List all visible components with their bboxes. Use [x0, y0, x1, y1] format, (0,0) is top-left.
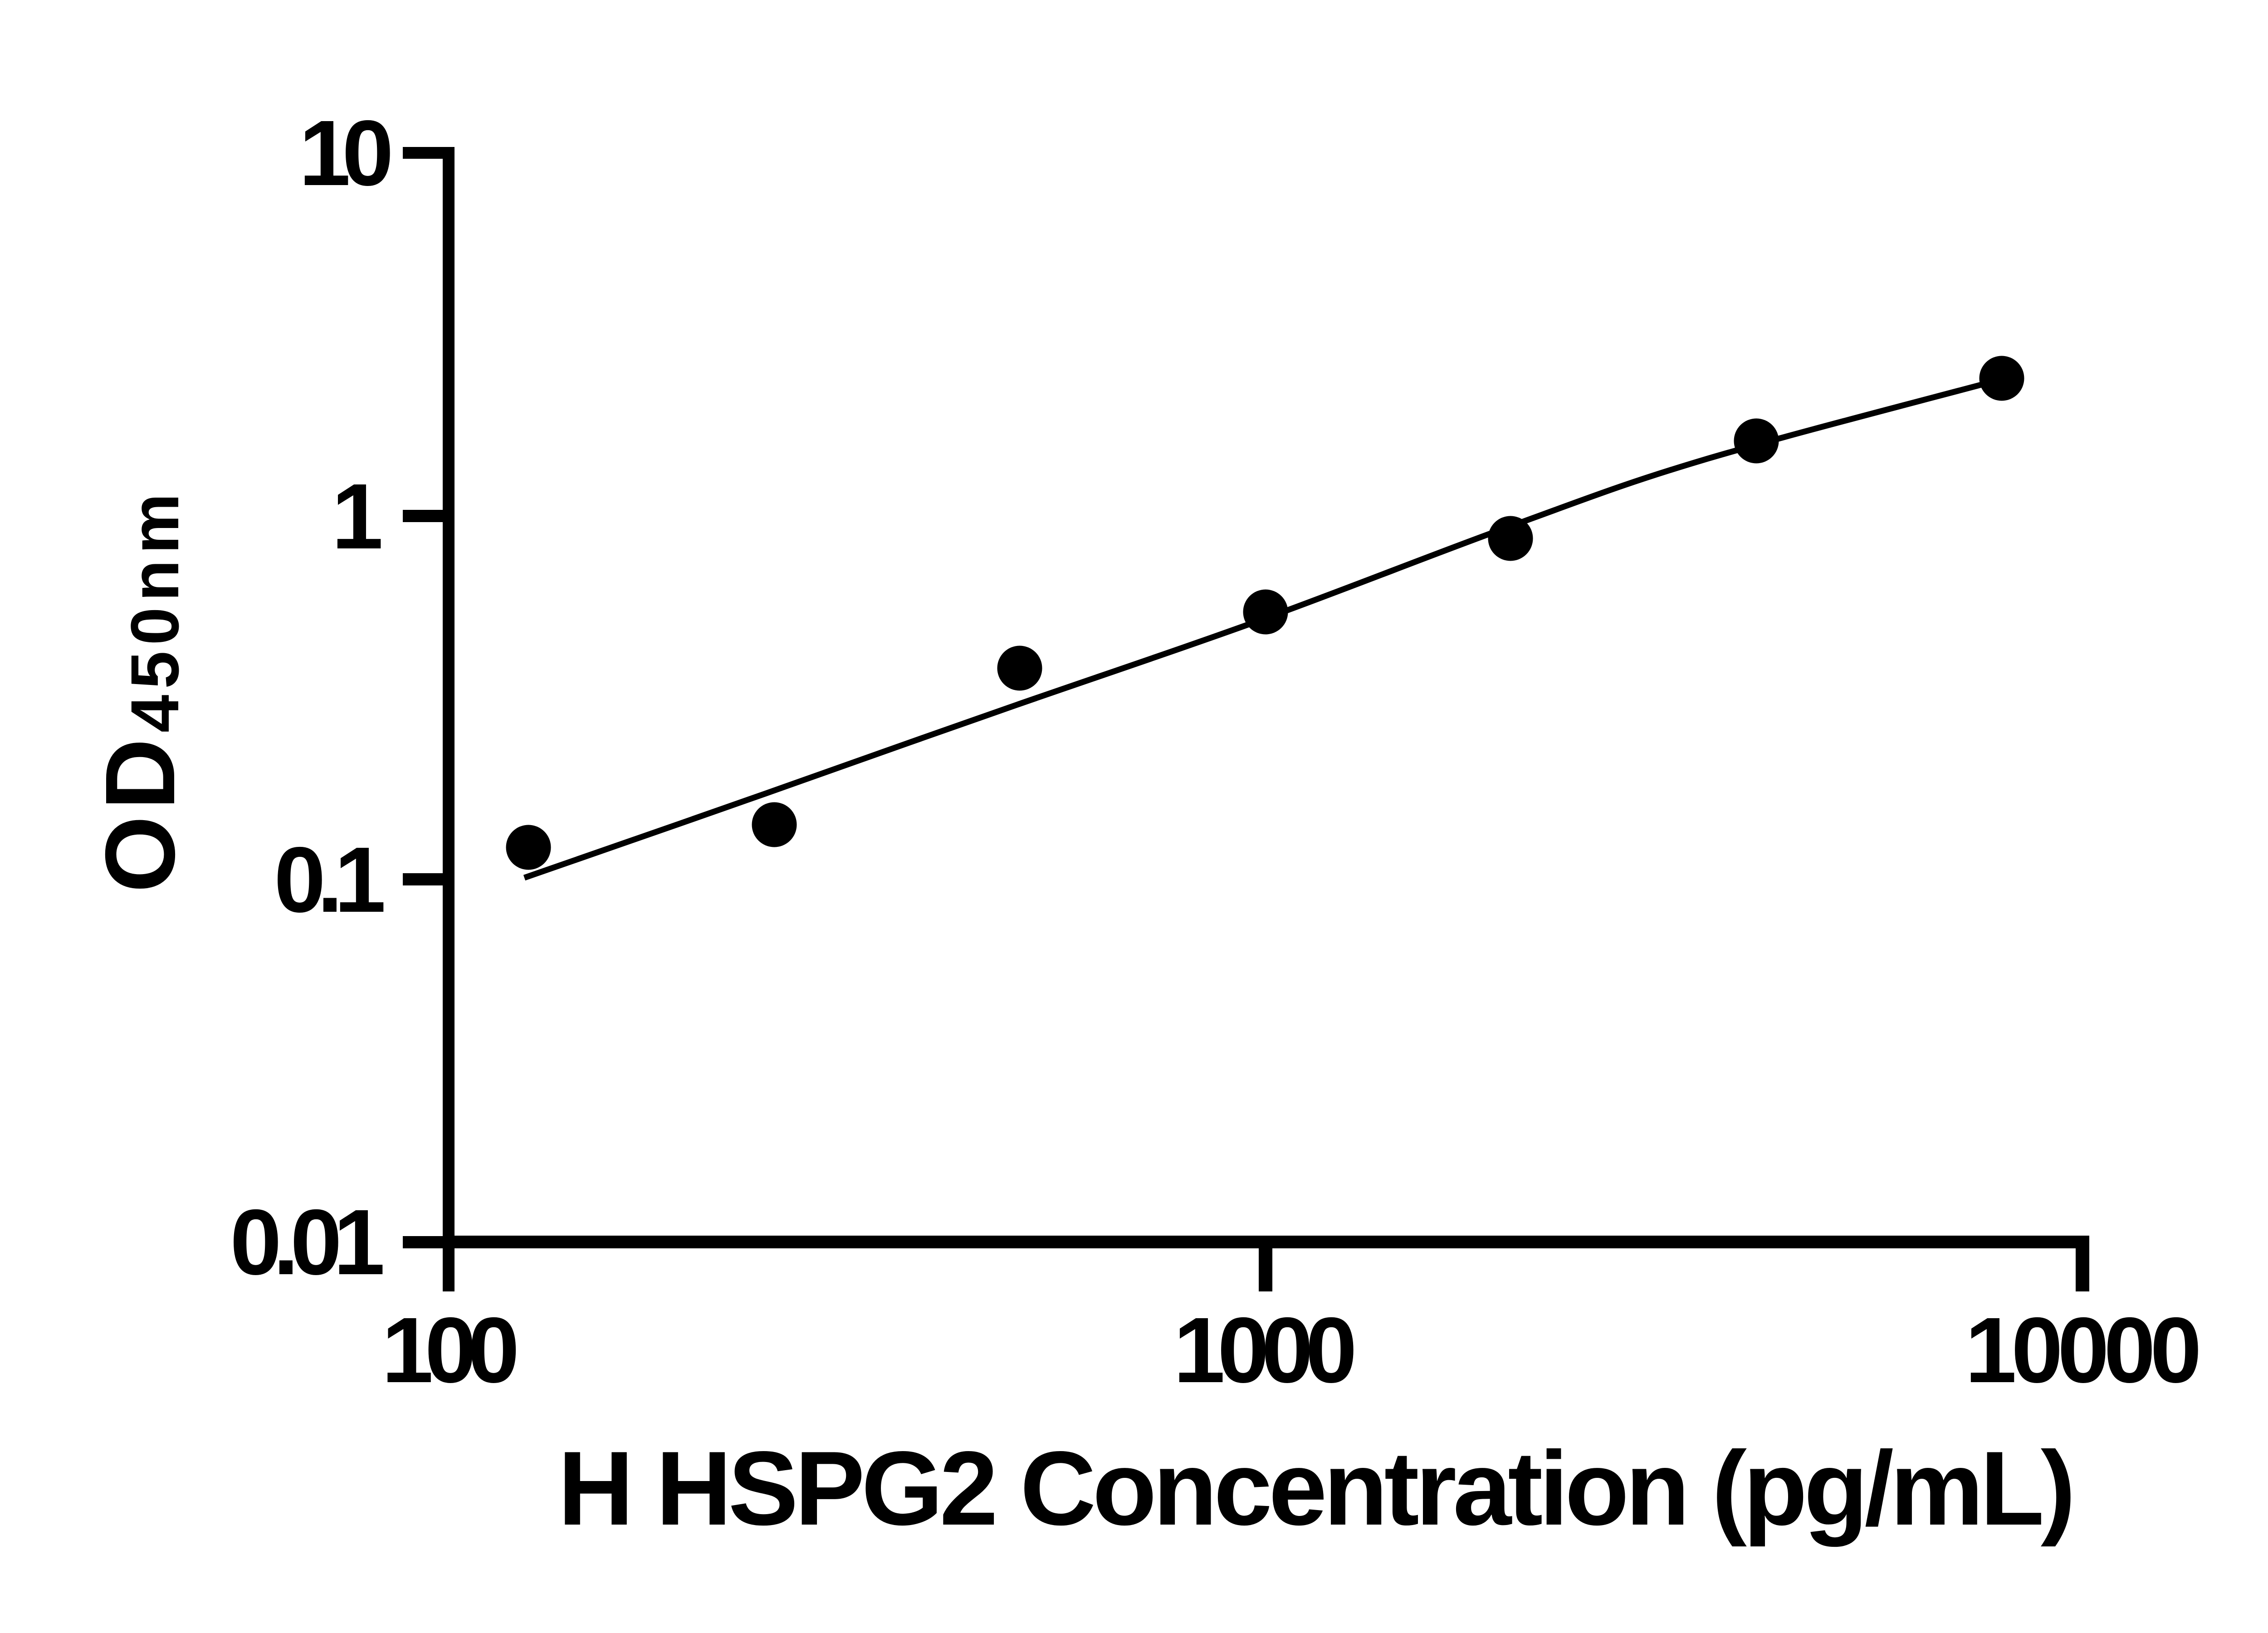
- svg-text:0.1: 0.1: [274, 828, 384, 932]
- svg-text:10000: 10000: [1965, 1298, 2198, 1402]
- svg-text:1000: 1000: [1173, 1298, 1354, 1402]
- svg-text:10: 10: [299, 101, 390, 205]
- svg-text:H HSPG2 Concentration (pg/mL): H HSPG2 Concentration (pg/mL): [558, 1430, 2072, 1547]
- svg-text:1: 1: [332, 464, 381, 568]
- svg-text:OD450nm: OD450nm: [85, 488, 196, 893]
- svg-text:100: 100: [381, 1298, 516, 1402]
- svg-text:0.01: 0.01: [230, 1190, 383, 1294]
